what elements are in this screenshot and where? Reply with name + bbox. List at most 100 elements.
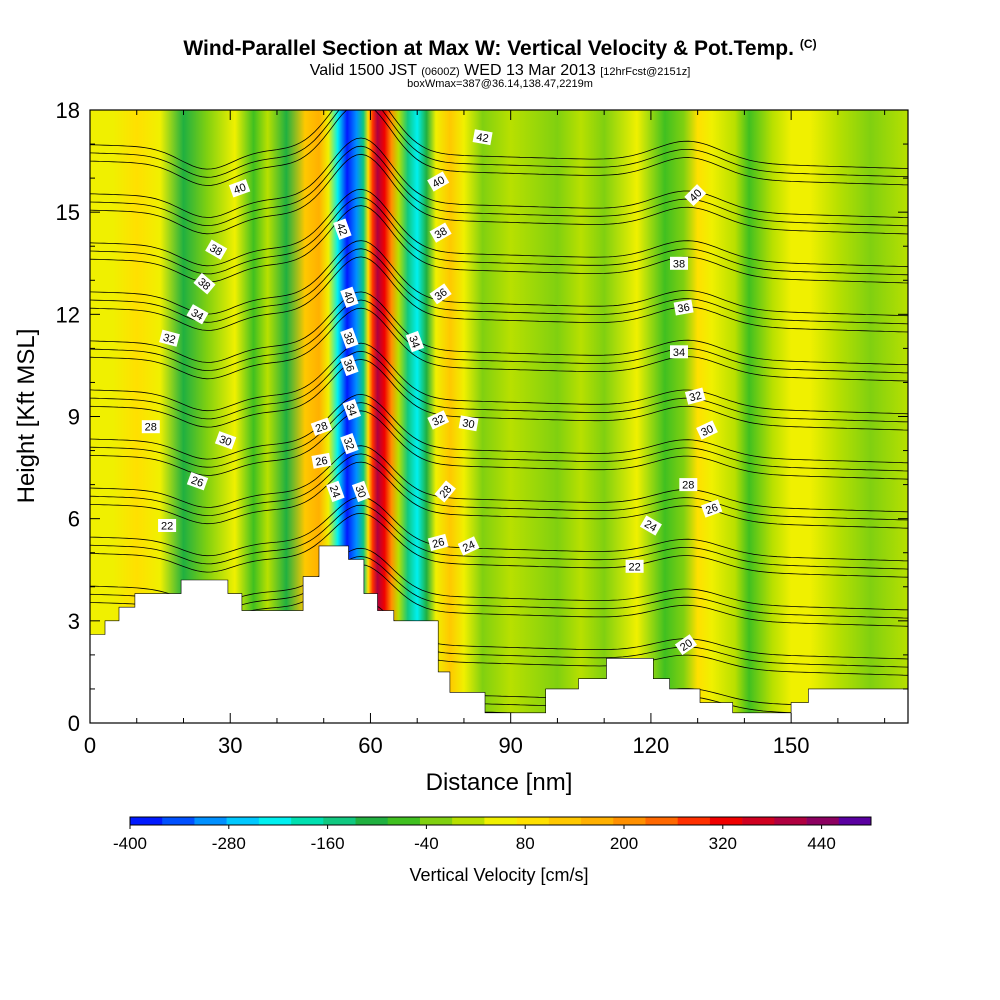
contour-label: 26 bbox=[701, 499, 723, 518]
contour-label-text: 32 bbox=[688, 390, 703, 405]
contour-label: 34 bbox=[186, 304, 209, 325]
theta-contour-line bbox=[90, 496, 908, 562]
y-tick-label: 0 bbox=[68, 711, 80, 736]
contour-label-bg bbox=[427, 533, 449, 552]
colorbar-swatch bbox=[484, 817, 517, 825]
contour-label-bg bbox=[340, 327, 359, 349]
contour-label: 22 bbox=[625, 559, 644, 573]
contour-label-bg bbox=[186, 304, 209, 325]
contour-label-bg bbox=[670, 256, 688, 270]
contour-label-bg bbox=[674, 634, 698, 656]
contour-label-bg bbox=[228, 179, 251, 198]
contour-label: 26 bbox=[311, 452, 332, 469]
theta-contour-line bbox=[90, 205, 908, 284]
contour-label-text: 42 bbox=[475, 131, 489, 145]
colorbar-tick-label: 200 bbox=[610, 834, 638, 853]
contour-label-bg bbox=[458, 415, 479, 432]
colorbar-tick-label: -400 bbox=[113, 834, 147, 853]
x-tick-label: 90 bbox=[498, 733, 522, 758]
contour-label-text: 32 bbox=[162, 332, 177, 347]
colorbar-swatch bbox=[516, 817, 550, 825]
contour-label-bg bbox=[429, 283, 452, 305]
colorbar-swatch bbox=[258, 817, 292, 825]
contour-label-bg bbox=[684, 387, 706, 405]
theta-contour-line bbox=[90, 453, 908, 521]
colorbar-swatch bbox=[709, 817, 743, 825]
contour-label-bg bbox=[405, 330, 425, 353]
contour-label-bg bbox=[193, 272, 216, 295]
contour-label: 36 bbox=[429, 283, 452, 305]
y-tick-label: 15 bbox=[56, 200, 80, 225]
contour-label-text: 40 bbox=[232, 182, 248, 197]
contour-label-text: 26 bbox=[431, 536, 446, 551]
colorbar: -400 -280 -160 -40 80 200 320 440 bbox=[113, 816, 872, 853]
contour-label-text: 30 bbox=[352, 484, 367, 500]
theta-contour-line bbox=[90, 197, 908, 276]
contour-label-text: 22 bbox=[161, 521, 173, 533]
contour-label: 26 bbox=[186, 472, 209, 491]
contour-label-bg bbox=[214, 431, 237, 450]
theta-contour-line bbox=[90, 256, 908, 333]
contour-label-bg bbox=[141, 420, 160, 434]
theta-contour-line bbox=[90, 504, 908, 570]
theta-contour-line bbox=[90, 445, 908, 513]
contour-label-bg bbox=[205, 239, 228, 260]
contour-label: 28 bbox=[679, 478, 698, 492]
colorbar-swatch bbox=[677, 817, 711, 825]
contour-label-bg bbox=[427, 171, 450, 192]
contour-label-text: 20 bbox=[678, 637, 695, 654]
contour-label-text: 32 bbox=[341, 436, 356, 452]
contour-label-bg bbox=[186, 472, 209, 491]
colorbar-swatch bbox=[291, 817, 324, 825]
colorbar-swatch bbox=[419, 817, 453, 825]
contour-label-text: 38 bbox=[673, 258, 685, 270]
colorbar-swatch bbox=[742, 817, 775, 825]
contour-label-bg bbox=[429, 222, 452, 243]
contour-label-bg bbox=[310, 417, 333, 436]
contour-label-text: 40 bbox=[341, 290, 356, 306]
contour-label-bg bbox=[696, 420, 718, 440]
theta-contour-line bbox=[90, 393, 908, 464]
chart-subtitle: boxWmax=387@36.14,138.47,2219m bbox=[407, 78, 593, 90]
colorbar-swatch bbox=[323, 817, 356, 825]
theta-contour-line bbox=[90, 402, 908, 472]
theta-contour-line bbox=[90, 291, 908, 366]
y-tick-label: 3 bbox=[68, 609, 80, 634]
contour-label-text: 34 bbox=[189, 307, 206, 324]
contour-label: 40 bbox=[228, 179, 251, 198]
colorbar-tick-label: -160 bbox=[311, 834, 345, 853]
contour-label-bg bbox=[427, 410, 450, 430]
chart-title: Wind-Parallel Section at Max W: Vertical… bbox=[183, 37, 817, 60]
theta-contour-line bbox=[90, 188, 908, 268]
contour-label-bg bbox=[434, 480, 456, 503]
theta-contour-line bbox=[90, 110, 908, 170]
contour-label: 34 bbox=[405, 330, 425, 353]
contour-label-text: 30 bbox=[217, 434, 233, 449]
contour-label-bg bbox=[673, 299, 694, 316]
theta-contour-line bbox=[90, 350, 908, 423]
contour-label: 30 bbox=[351, 480, 371, 503]
contour-label-text: 30 bbox=[461, 417, 475, 431]
contour-label-text: 24 bbox=[461, 539, 477, 555]
colorbar-tick-label: 80 bbox=[516, 834, 535, 853]
contour-label: 24 bbox=[639, 515, 662, 536]
y-tick-label: 18 bbox=[56, 98, 80, 123]
contour-label: 26 bbox=[427, 533, 449, 552]
contour-label-bg bbox=[158, 519, 177, 532]
contour-label: 38 bbox=[340, 327, 359, 349]
contour-label-bg bbox=[340, 286, 359, 308]
contour-label-bg bbox=[326, 480, 345, 503]
theta-contour-line bbox=[90, 248, 908, 325]
theta-contour-line bbox=[90, 461, 908, 529]
x-tick-label: 150 bbox=[773, 733, 810, 758]
theta-contour-line bbox=[90, 342, 908, 415]
contour-label-text: 38 bbox=[433, 225, 450, 242]
contour-label-bg bbox=[311, 452, 332, 469]
contour-label-text: 26 bbox=[189, 474, 205, 489]
contour-label: 40 bbox=[427, 171, 450, 192]
contour-label: 24 bbox=[457, 536, 480, 556]
colorbar-tick-label: -280 bbox=[212, 834, 246, 853]
theta-contour-line bbox=[90, 153, 908, 235]
contour-label: 34 bbox=[670, 345, 688, 359]
